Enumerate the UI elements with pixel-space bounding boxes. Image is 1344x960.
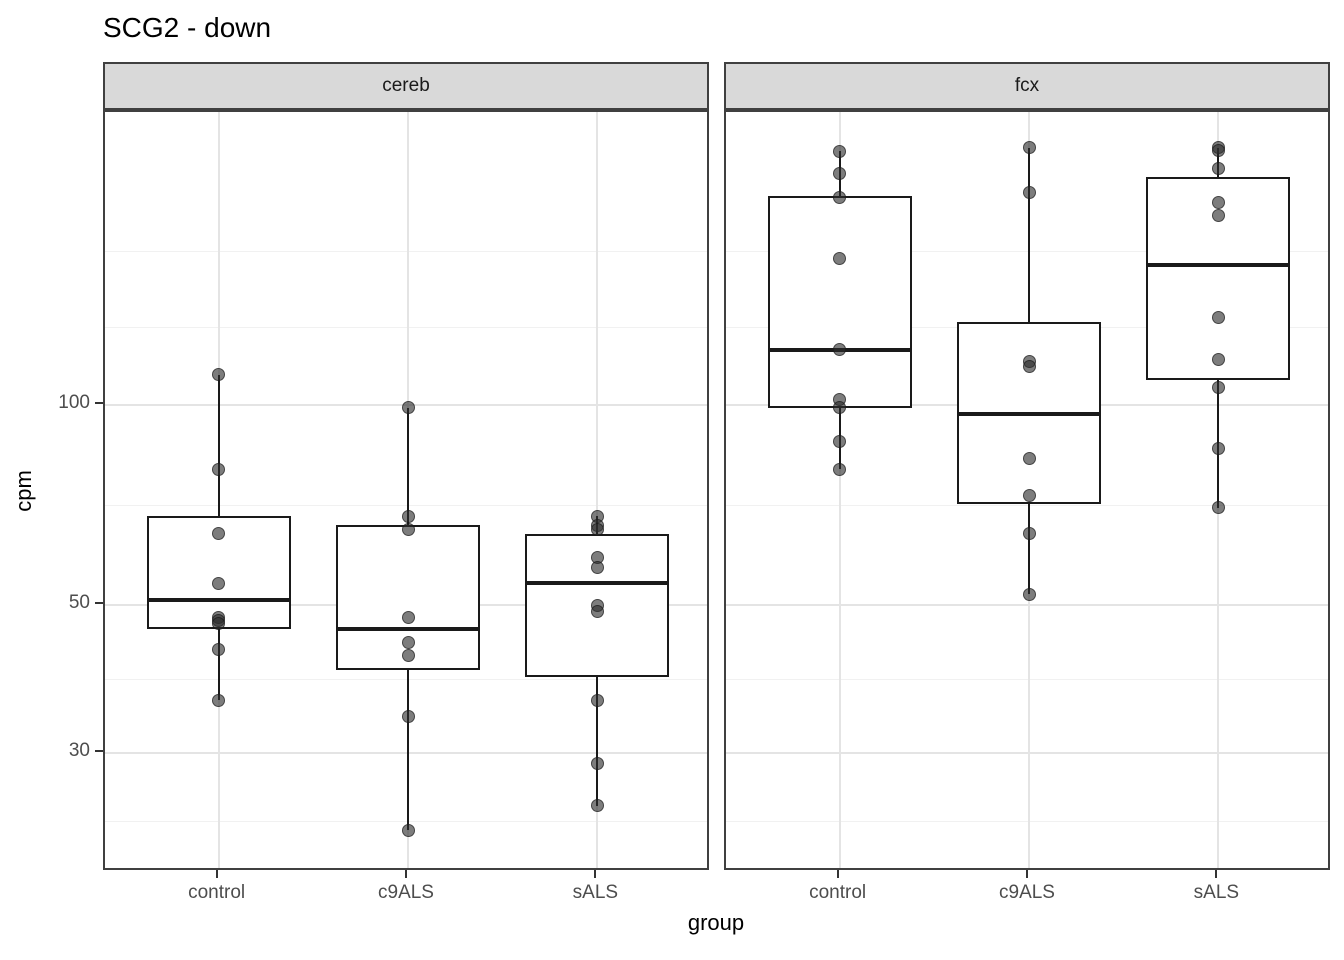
gridline-minor: [726, 504, 1328, 506]
gridline-minor: [105, 504, 707, 506]
data-point: [1211, 143, 1225, 157]
data-point: [833, 462, 847, 476]
data-point: [1211, 196, 1225, 210]
data-point: [401, 635, 415, 649]
data-point: [1211, 352, 1225, 366]
gridline-vertical: [838, 112, 841, 868]
x-tick-label: control: [809, 882, 867, 903]
x-tick-mark: [1215, 870, 1218, 878]
y-axis-title: cpm: [11, 470, 36, 512]
data-point: [590, 756, 604, 770]
data-point: [212, 368, 226, 382]
data-point: [1211, 209, 1225, 223]
boxplot-median: [336, 627, 480, 632]
data-point: [590, 799, 604, 813]
data-point: [833, 343, 847, 357]
gridline-vertical: [596, 112, 599, 868]
x-tick-label: sALS: [1193, 882, 1240, 903]
data-point: [590, 560, 604, 574]
data-point: [212, 462, 226, 476]
data-point: [1022, 141, 1036, 155]
gridline-minor: [726, 820, 1328, 822]
x-tick-label: c9ALS: [999, 882, 1055, 903]
x-tick-mark: [405, 870, 407, 878]
data-point: [212, 616, 226, 630]
x-tick-label: control: [188, 882, 246, 903]
data-point: [1211, 381, 1225, 395]
data-point: [833, 167, 847, 181]
data-point: [833, 144, 847, 158]
x-tick-label: c9ALS: [378, 882, 434, 903]
x-tick-mark: [836, 870, 839, 878]
data-point: [590, 522, 604, 536]
data-point: [401, 823, 415, 837]
y-tick-label: 50: [68, 592, 90, 614]
facet-strip: cereb: [103, 62, 709, 110]
data-point: [833, 190, 847, 204]
gridline-major: [105, 752, 707, 755]
data-point: [1022, 587, 1036, 601]
data-point: [833, 435, 847, 449]
facet-panel-cereb: [103, 110, 709, 870]
gridline-minor: [105, 327, 707, 329]
y-tick-mark: [95, 750, 103, 753]
data-point: [401, 710, 415, 724]
plot-title: SCG2 - down: [103, 12, 272, 43]
x-tick-mark: [215, 870, 218, 878]
data-point: [833, 251, 847, 265]
boxplot-box-control: [767, 195, 912, 408]
x-tick-mark: [594, 870, 597, 878]
data-point: [212, 642, 226, 656]
data-point: [1022, 360, 1036, 374]
data-point: [1022, 489, 1036, 503]
data-point: [1211, 311, 1225, 325]
y-tick-label: 30: [68, 740, 90, 762]
data-point: [1022, 527, 1036, 541]
gridline-minor: [726, 250, 1328, 252]
x-tick-mark: [1026, 870, 1028, 878]
data-point: [1211, 162, 1225, 176]
data-point: [401, 610, 415, 624]
data-point: [1022, 452, 1036, 466]
gridline-minor: [105, 250, 707, 252]
boxplot-median: [1146, 263, 1291, 268]
data-point: [590, 604, 604, 618]
data-point: [401, 649, 415, 663]
gridline-major: [726, 604, 1328, 607]
boxplot-median: [525, 581, 670, 586]
data-point: [833, 401, 847, 415]
data-point: [1022, 186, 1036, 200]
gridline-minor: [726, 679, 1328, 680]
y-tick-label: 100: [58, 391, 90, 413]
data-point: [212, 693, 226, 707]
data-point: [401, 522, 415, 536]
boxplot-median: [957, 411, 1101, 416]
data-point: [1211, 441, 1225, 455]
y-tick-mark: [95, 401, 103, 404]
gridline-minor: [105, 679, 707, 680]
x-tick-label: sALS: [572, 882, 619, 903]
data-point: [212, 527, 226, 541]
facet-panel-fcx: [724, 110, 1330, 870]
data-point: [401, 509, 415, 523]
facet-strip-label: fcx: [1014, 75, 1040, 96]
gridline-major: [726, 752, 1328, 755]
data-point: [401, 401, 415, 415]
x-axis-title: group: [687, 910, 745, 935]
data-point: [590, 693, 604, 707]
data-point: [1211, 501, 1225, 515]
facet-strip-label: cereb: [382, 75, 430, 96]
boxplot-median: [146, 597, 291, 602]
gridline-minor: [105, 820, 707, 822]
facet-strip: fcx: [724, 62, 1330, 110]
y-tick-mark: [95, 602, 103, 605]
data-point: [212, 576, 226, 590]
